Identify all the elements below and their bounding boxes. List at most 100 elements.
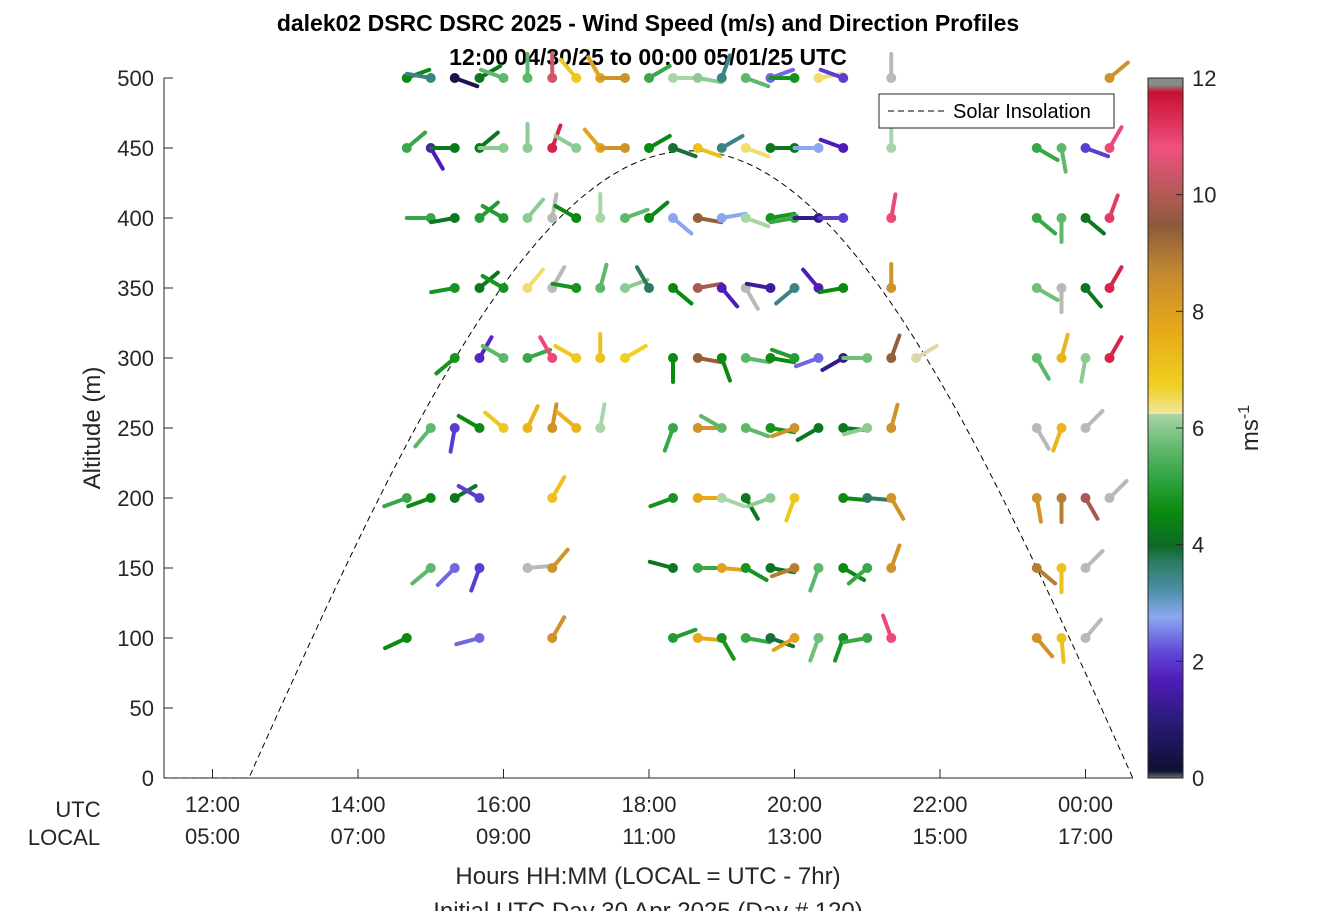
wind-barb bbox=[1080, 213, 1106, 236]
wind-barb-dot bbox=[498, 213, 509, 223]
wind-barb bbox=[1104, 60, 1130, 83]
wind-barb-dot bbox=[619, 213, 630, 223]
wind-barb-dot bbox=[571, 283, 582, 293]
wind-barb-dot bbox=[765, 283, 776, 293]
wind-barb bbox=[1104, 125, 1124, 153]
wind-barb bbox=[668, 143, 698, 159]
wind-barb-dot bbox=[862, 423, 873, 433]
wind-barb-dot bbox=[692, 73, 703, 83]
wind-barb-dot bbox=[619, 73, 630, 83]
wind-barb-dot bbox=[522, 143, 533, 153]
utc-row-label: UTC bbox=[55, 797, 100, 822]
wind-barb bbox=[841, 353, 873, 363]
wind-barb bbox=[1104, 335, 1124, 363]
wind-barb bbox=[1079, 353, 1091, 384]
wind-barb bbox=[448, 423, 460, 454]
wind-barb-dot bbox=[547, 423, 558, 433]
wind-barb bbox=[818, 137, 849, 153]
wind-barb-dot bbox=[425, 493, 436, 503]
wind-barb-dot bbox=[1104, 213, 1115, 223]
wind-barb bbox=[480, 344, 509, 363]
wind-barb bbox=[769, 347, 800, 363]
wind-barb bbox=[1056, 213, 1067, 244]
wind-barb-dot bbox=[789, 633, 800, 643]
wind-barb-dot bbox=[1080, 283, 1091, 293]
y-tick-label: 200 bbox=[117, 486, 154, 511]
x-tick-label-local: 09:00 bbox=[476, 824, 531, 849]
wind-barb-dot bbox=[740, 493, 751, 503]
colorbar-unit-base: ms bbox=[1237, 419, 1264, 451]
wind-barb bbox=[716, 493, 747, 509]
solar-insolation-line bbox=[164, 150, 1133, 778]
wind-barb bbox=[692, 353, 724, 365]
wind-barb bbox=[538, 335, 558, 363]
wind-barb-dot bbox=[498, 73, 509, 83]
x-tick-label-local: 05:00 bbox=[185, 824, 240, 849]
wind-barb-dot bbox=[547, 353, 558, 363]
wind-barb bbox=[595, 402, 607, 433]
wind-barb bbox=[429, 213, 460, 225]
wind-barb bbox=[1104, 193, 1120, 223]
wind-barb-dot bbox=[692, 143, 703, 153]
wind-barb bbox=[886, 333, 902, 363]
wind-barb bbox=[740, 423, 771, 439]
wind-barb-dot bbox=[765, 493, 776, 503]
wind-barb-dot bbox=[1080, 633, 1091, 643]
wind-barb bbox=[382, 633, 412, 651]
wind-barb bbox=[1056, 283, 1067, 314]
wind-barb bbox=[1031, 283, 1060, 302]
wind-barb bbox=[716, 353, 732, 383]
wind-barb bbox=[1080, 617, 1103, 643]
wind-barb bbox=[808, 633, 824, 663]
wind-barb bbox=[771, 633, 800, 652]
wind-barb bbox=[1056, 633, 1067, 664]
wind-barb bbox=[740, 633, 772, 645]
wind-barb bbox=[716, 134, 745, 153]
y-tick-label: 250 bbox=[117, 416, 154, 441]
wind-barb-dot bbox=[838, 563, 849, 573]
wind-barb bbox=[668, 213, 694, 236]
colorbar-tick-label: 8 bbox=[1192, 299, 1204, 324]
wind-barb bbox=[619, 207, 650, 223]
wind-barb bbox=[595, 332, 606, 363]
wind-barb-dot bbox=[644, 143, 654, 153]
wind-barb bbox=[716, 53, 732, 83]
wind-barb-dot bbox=[838, 283, 849, 293]
wind-barb bbox=[1056, 143, 1068, 174]
wind-barb bbox=[1104, 265, 1124, 293]
wind-barb-dot bbox=[449, 213, 460, 223]
wind-barb bbox=[555, 410, 582, 433]
wind-barb-dot bbox=[716, 73, 727, 83]
wind-barb-dot bbox=[813, 143, 824, 153]
wind-barb-dot bbox=[571, 353, 582, 363]
wind-barb-dot bbox=[886, 73, 897, 83]
wind-barb-dot bbox=[401, 633, 412, 643]
wind-barb bbox=[1031, 143, 1060, 162]
x-tick-label-utc: 00:00 bbox=[1058, 792, 1113, 817]
wind-barb bbox=[547, 402, 559, 433]
wind-barb-dot bbox=[838, 143, 849, 153]
wind-barb bbox=[740, 143, 771, 159]
wind-barb bbox=[477, 143, 509, 153]
wind-barb-dot bbox=[813, 633, 824, 643]
wind-barb-dot bbox=[1104, 73, 1115, 83]
wind-barb bbox=[405, 71, 436, 83]
wind-barb-dot bbox=[595, 283, 606, 293]
wind-barb-dot bbox=[692, 633, 703, 643]
wind-barb-dot bbox=[522, 563, 533, 573]
wind-barb-dot bbox=[716, 143, 727, 153]
wind-barb bbox=[692, 73, 724, 85]
wind-barb bbox=[553, 344, 582, 363]
wind-barb-dot bbox=[547, 563, 558, 573]
colorbar-tick-label: 4 bbox=[1192, 533, 1204, 558]
wind-barb-dot bbox=[1080, 213, 1091, 223]
wind-barb-dot bbox=[1031, 423, 1042, 433]
wind-barb-dot bbox=[498, 423, 509, 433]
wind-barb-dot bbox=[716, 493, 727, 503]
wind-barb bbox=[648, 493, 679, 509]
wind-barb-dot bbox=[668, 73, 679, 83]
wind-barb bbox=[413, 423, 436, 449]
wind-barb-dot bbox=[668, 563, 679, 573]
wind-barb bbox=[553, 134, 582, 153]
wind-barb-dot bbox=[449, 143, 460, 153]
